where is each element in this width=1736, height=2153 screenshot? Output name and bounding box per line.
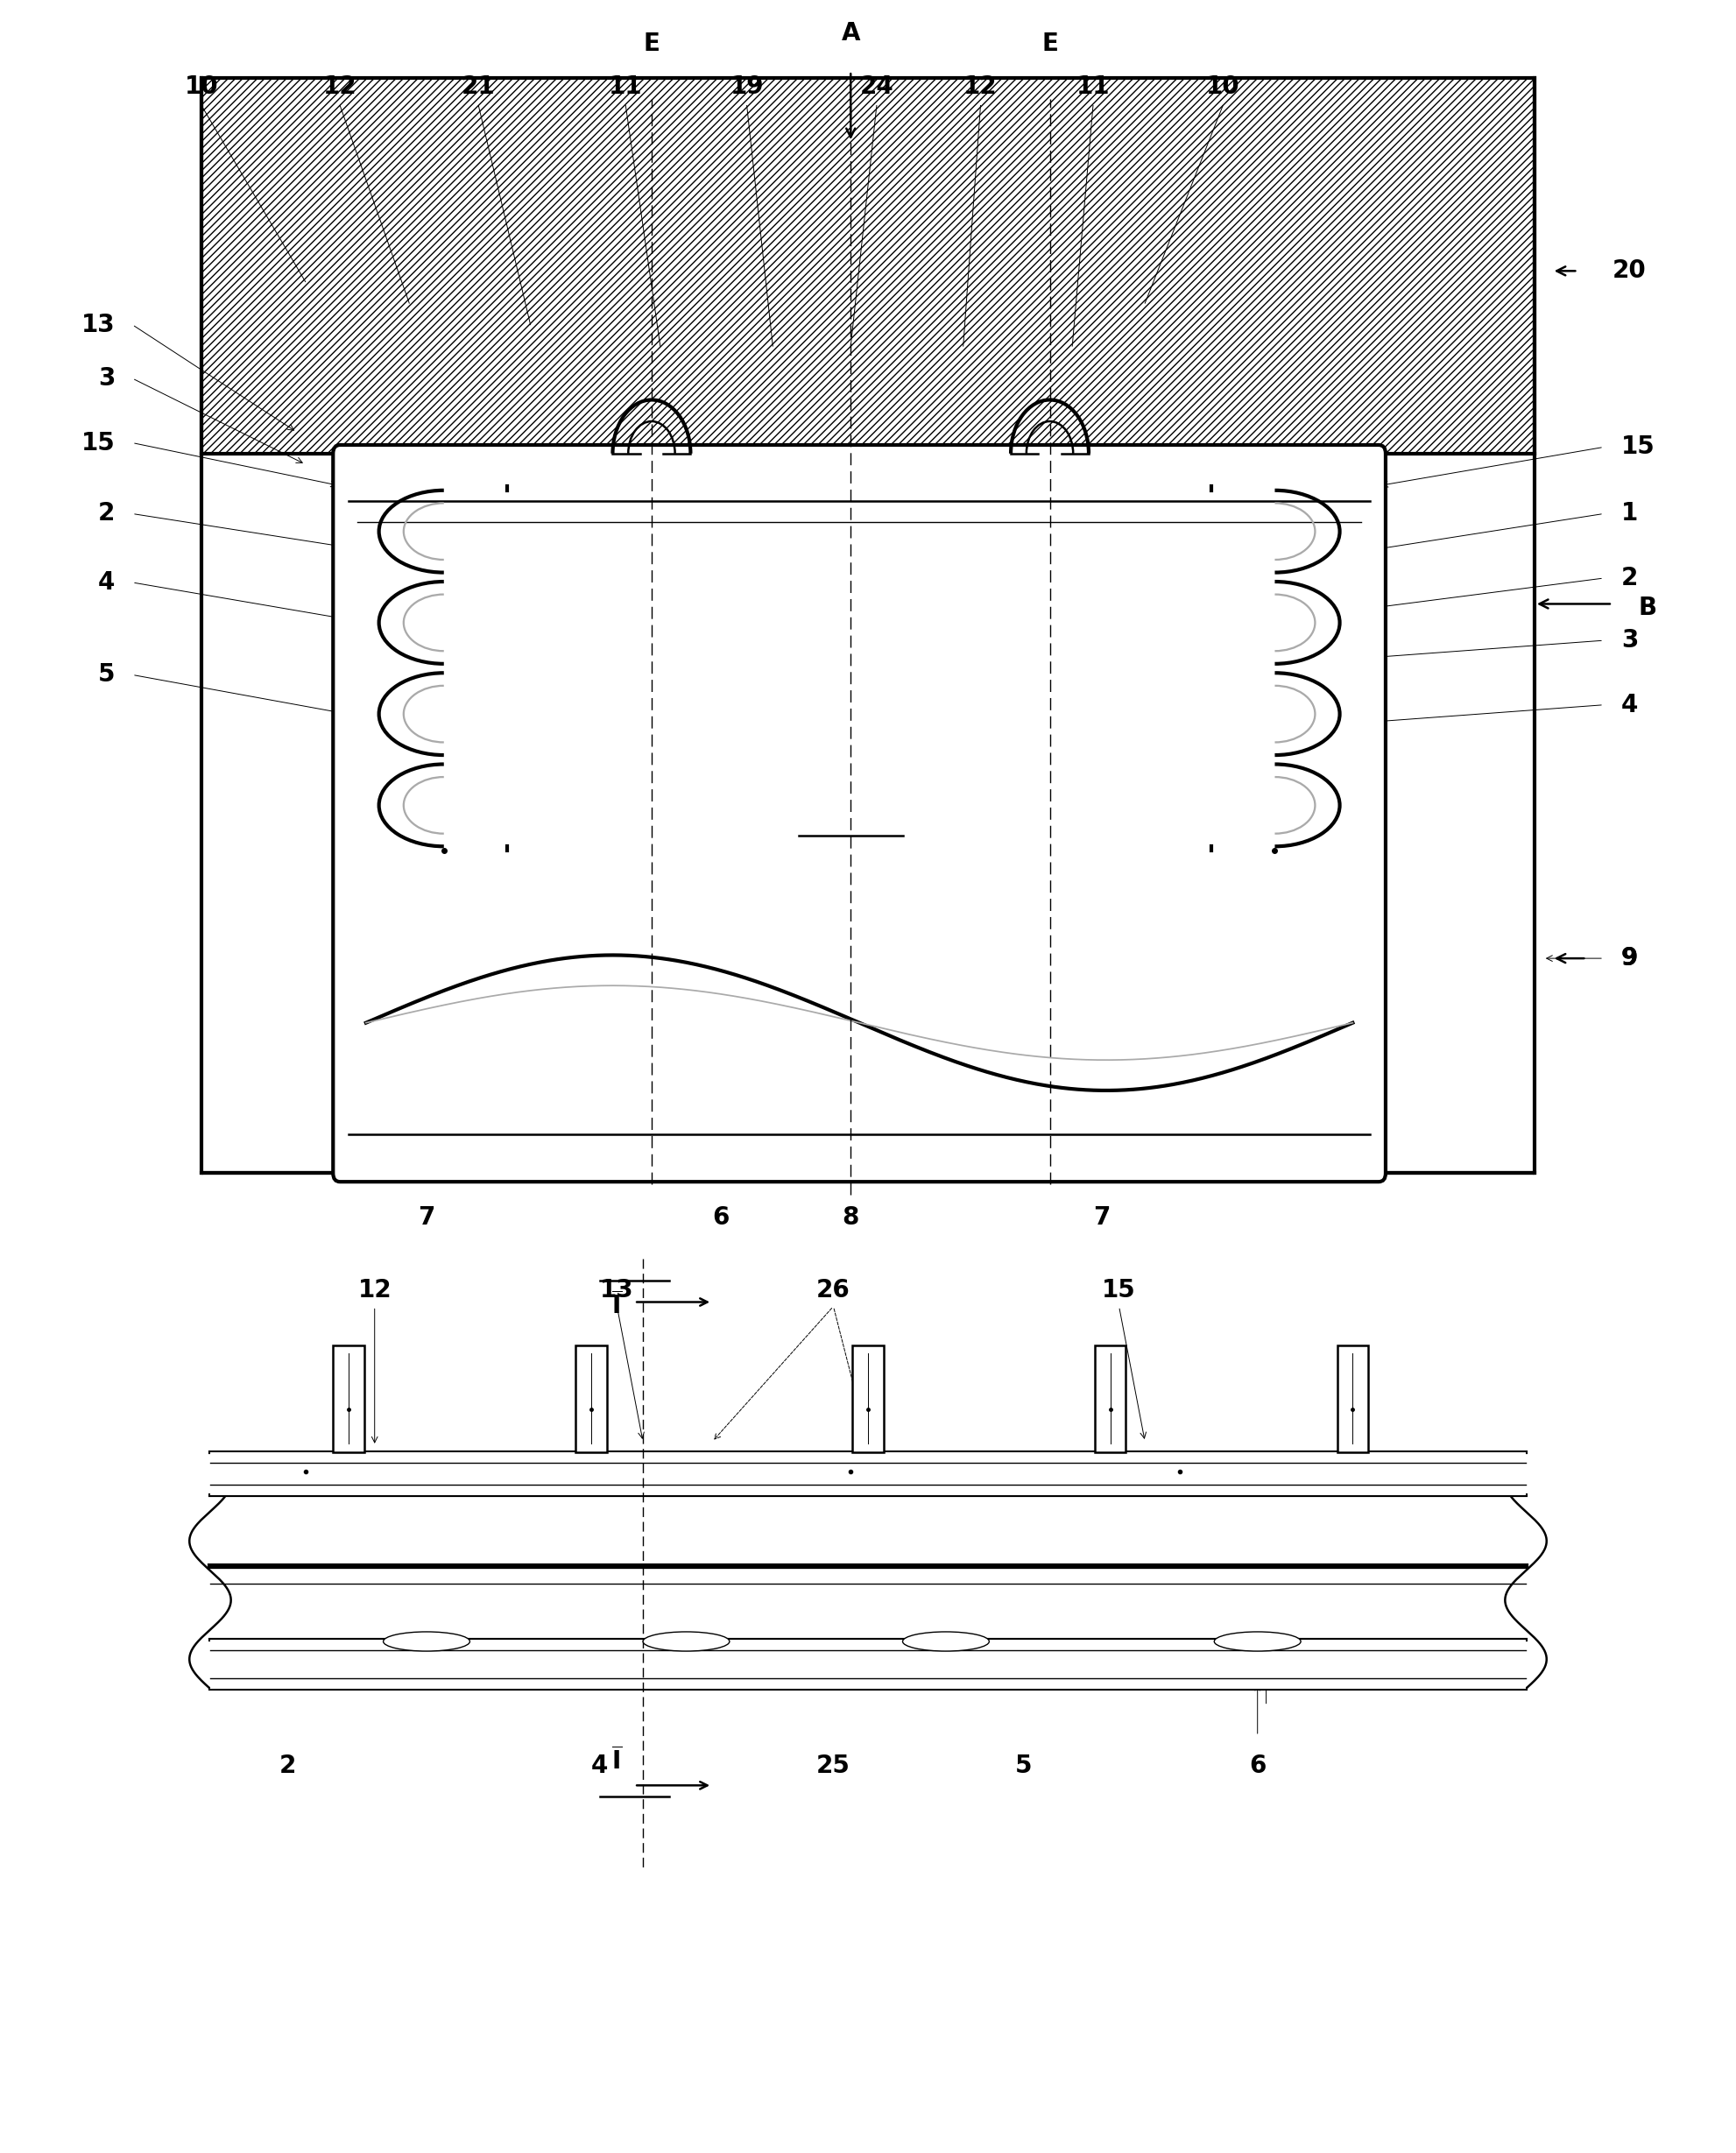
Ellipse shape <box>384 1632 470 1651</box>
Text: 4: 4 <box>592 1753 608 1778</box>
Text: 20: 20 <box>1613 258 1646 284</box>
Text: 12: 12 <box>963 75 998 99</box>
Text: 2: 2 <box>1621 566 1639 590</box>
Ellipse shape <box>642 1632 729 1651</box>
Bar <box>1095 1346 1127 1453</box>
Text: 16: 16 <box>832 784 870 810</box>
Text: $\mathbf{\overline{I}}$: $\mathbf{\overline{I}}$ <box>611 1746 623 1774</box>
Text: 8: 8 <box>842 1206 859 1229</box>
Bar <box>852 1346 884 1453</box>
Text: 4: 4 <box>97 571 115 594</box>
Text: 6: 6 <box>712 1206 729 1229</box>
Text: 2: 2 <box>97 502 115 525</box>
Bar <box>201 78 1535 454</box>
Text: 24: 24 <box>859 75 894 99</box>
Bar <box>210 1453 1526 1496</box>
Bar <box>333 1346 365 1453</box>
Bar <box>1337 1346 1368 1453</box>
Text: 15: 15 <box>1102 1277 1135 1303</box>
Text: 6: 6 <box>1248 1753 1266 1778</box>
Text: 7: 7 <box>1094 1206 1111 1229</box>
Text: $\mathbf{\overline{I}}$: $\mathbf{\overline{I}}$ <box>611 1292 623 1320</box>
Text: 13: 13 <box>601 1277 634 1303</box>
Text: 11: 11 <box>1076 75 1109 99</box>
Bar <box>210 1638 1526 1688</box>
Text: 10: 10 <box>1207 75 1240 99</box>
Text: 5: 5 <box>97 663 115 687</box>
Bar <box>575 1346 606 1453</box>
Text: 3: 3 <box>1621 629 1639 652</box>
Text: 12: 12 <box>358 1277 392 1303</box>
FancyBboxPatch shape <box>333 446 1385 1182</box>
Text: B: B <box>1639 596 1656 620</box>
Text: 5: 5 <box>1016 1753 1033 1778</box>
Text: E: E <box>644 32 660 56</box>
Text: 9: 9 <box>1621 945 1637 971</box>
Text: 21: 21 <box>462 75 495 99</box>
Text: 2: 2 <box>279 1753 297 1778</box>
Text: 19: 19 <box>729 75 764 99</box>
Text: 11: 11 <box>609 75 642 99</box>
Text: 7: 7 <box>418 1206 436 1229</box>
Text: 13: 13 <box>82 312 115 336</box>
Ellipse shape <box>903 1632 990 1651</box>
Text: 3: 3 <box>97 366 115 390</box>
Text: 15: 15 <box>82 431 115 454</box>
Text: 4: 4 <box>1621 693 1639 717</box>
Text: 26: 26 <box>816 1277 851 1303</box>
Text: 10: 10 <box>184 75 219 99</box>
Text: A: A <box>842 22 859 45</box>
Text: 25: 25 <box>816 1753 851 1778</box>
Text: 15: 15 <box>1621 435 1654 459</box>
Text: E: E <box>1042 32 1057 56</box>
Text: 12: 12 <box>323 75 358 99</box>
Text: 9: 9 <box>1621 945 1637 971</box>
Bar <box>210 1496 1526 1638</box>
Text: 1: 1 <box>1621 502 1637 525</box>
Ellipse shape <box>1213 1632 1300 1651</box>
